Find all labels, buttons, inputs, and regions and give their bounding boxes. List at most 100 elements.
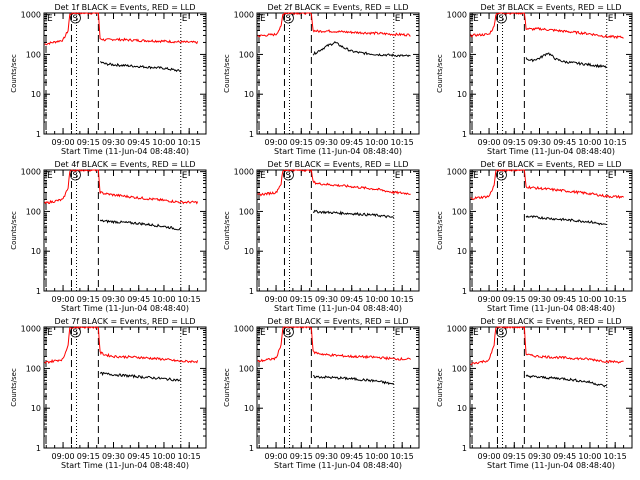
x-tick-label: 09:00	[478, 138, 501, 147]
y-tick-label: 100	[452, 207, 467, 216]
marker-label: S	[498, 14, 504, 24]
marker-label: E	[260, 171, 266, 181]
y-tick-label: 100	[26, 207, 41, 216]
plot-frame	[469, 326, 633, 449]
y-tick-label: 10	[31, 247, 41, 256]
x-tick-label: 09:45	[553, 138, 576, 147]
x-tick-label: 09:15	[290, 295, 313, 304]
marker-label: E	[47, 328, 53, 338]
lld-rate-line	[44, 12, 199, 46]
lld-rate-line	[257, 168, 411, 197]
y-axis-label: Counts/sec	[223, 211, 231, 250]
x-tick-label: 09:15	[290, 452, 313, 461]
x-tick-label: 10:00	[365, 452, 388, 461]
x-tick-label: 09:45	[553, 452, 576, 461]
x-tick-label: 09:15	[77, 295, 100, 304]
y-tick-label: 10	[457, 404, 467, 413]
chart-title: Det 3f BLACK = Events, RED = LLD	[480, 3, 621, 12]
chart-title: Det 9f BLACK = Events, RED = LLD	[480, 317, 621, 326]
y-tick-label: 1000	[447, 168, 467, 177]
lld-rate-line	[44, 169, 199, 205]
marker-label: S	[285, 171, 291, 181]
x-axis-label: Start Time (11-Jun-04 08:48:40)	[61, 147, 189, 156]
x-tick-label: 09:00	[265, 295, 288, 304]
y-tick-label: 1000	[234, 325, 254, 334]
x-axis-label: Start Time (11-Jun-04 08:48:40)	[61, 461, 189, 470]
y-tick-label: 10	[457, 90, 467, 99]
marker-circle	[70, 169, 81, 181]
plot-frame	[256, 12, 420, 135]
x-tick-label: 09:00	[52, 452, 75, 461]
plot-frame	[43, 12, 207, 135]
y-tick-label: 1	[36, 130, 41, 139]
chart-panel: Det 8f BLACK = Events, RED = LLD 1 10 100 10…	[223, 317, 420, 470]
marker-label: E	[182, 328, 188, 338]
x-tick-label: 09:15	[77, 138, 100, 147]
x-tick-label: 09:00	[52, 138, 75, 147]
marker-label: E	[395, 171, 401, 181]
x-tick-label: 10:00	[365, 138, 388, 147]
y-axis-label: Counts/sec	[223, 368, 231, 407]
chart-title: Det 5f BLACK = Events, RED = LLD	[267, 160, 408, 169]
lld-rate-line	[257, 326, 411, 363]
x-tick-label: 09:30	[315, 295, 338, 304]
x-tick-label: 10:15	[178, 452, 201, 461]
marker-label: E	[182, 171, 188, 181]
marker-label: E	[260, 14, 266, 24]
y-axis-label: Counts/sec	[436, 211, 444, 250]
x-tick-label: 09:45	[127, 295, 150, 304]
y-axis-label: Counts/sec	[436, 368, 444, 407]
y-axis-label: Counts/sec	[223, 54, 231, 93]
y-tick-label: 1000	[447, 325, 467, 334]
y-axis-label: Counts/sec	[10, 54, 18, 93]
x-tick-label: 09:45	[127, 452, 150, 461]
x-tick-label: 09:45	[340, 138, 363, 147]
y-tick-label: 100	[452, 50, 467, 59]
x-tick-label: 10:15	[604, 452, 627, 461]
x-tick-label: 09:45	[553, 295, 576, 304]
plot-frame	[43, 169, 207, 292]
y-tick-label: 10	[31, 90, 41, 99]
y-tick-label: 1000	[234, 168, 254, 177]
marker-label: E	[608, 14, 614, 24]
x-tick-label: 09:30	[315, 138, 338, 147]
lld-rate-line	[470, 325, 624, 366]
x-tick-label: 10:00	[578, 452, 601, 461]
marker-label: S	[72, 171, 78, 181]
x-tick-label: 10:15	[604, 295, 627, 304]
x-tick-label: 10:00	[578, 138, 601, 147]
y-tick-label: 1	[249, 444, 254, 453]
x-tick-label: 10:00	[578, 295, 601, 304]
events-rate-line	[99, 219, 181, 231]
x-tick-label: 09:00	[265, 138, 288, 147]
lld-rate-line	[44, 326, 199, 364]
y-tick-label: 1000	[21, 168, 41, 177]
chart-title: Det 8f BLACK = Events, RED = LLD	[267, 317, 408, 326]
chart-panel: Det 3f BLACK = Events, RED = LLD 1 10 100 10…	[436, 3, 633, 156]
plot-frame	[256, 169, 420, 292]
x-tick-label: 09:15	[503, 138, 526, 147]
y-axis-label: Counts/sec	[10, 368, 18, 407]
chart-title: Det 1f BLACK = Events, RED = LLD	[54, 3, 195, 12]
chart-title: Det 7f BLACK = Events, RED = LLD	[54, 317, 195, 326]
marker-label: S	[285, 14, 291, 24]
x-tick-label: 10:00	[152, 452, 175, 461]
x-tick-label: 09:30	[315, 452, 338, 461]
y-tick-label: 1000	[447, 11, 467, 20]
chart-title: Det 6f BLACK = Events, RED = LLD	[480, 160, 621, 169]
x-tick-label: 09:15	[77, 452, 100, 461]
y-tick-label: 10	[244, 404, 254, 413]
marker-label: S	[498, 328, 504, 338]
y-tick-label: 100	[239, 364, 254, 373]
chart-panel: Det 1f BLACK = Events, RED = LLD 1 10 100 10…	[10, 3, 207, 156]
marker-label: E	[47, 14, 53, 24]
y-tick-label: 1000	[21, 11, 41, 20]
marker-label: E	[608, 328, 614, 338]
x-axis-label: Start Time (11-Jun-04 08:48:40)	[487, 304, 615, 313]
marker-label: E	[260, 328, 266, 338]
x-axis-label: Start Time (11-Jun-04 08:48:40)	[274, 461, 402, 470]
events-rate-line	[99, 371, 182, 382]
marker-label: E	[47, 171, 53, 181]
lld-rate-line	[470, 12, 624, 40]
